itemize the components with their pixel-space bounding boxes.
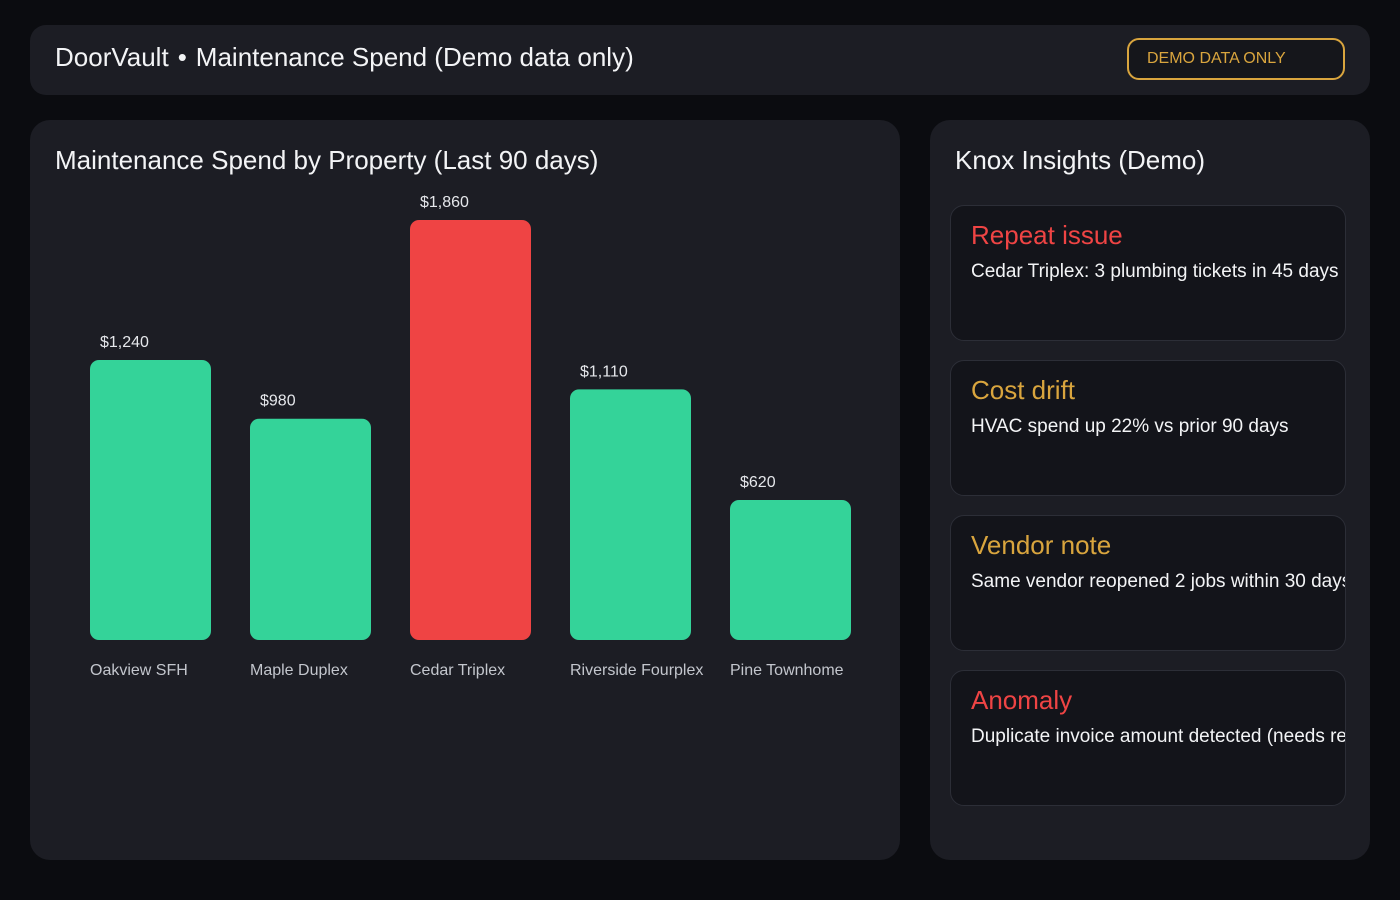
insight-card-repeat-issue[interactable]: Repeat issue Cedar Triplex: 3 plumbing t… — [950, 205, 1346, 341]
title-separator: • — [177, 42, 187, 72]
spend-chart-panel: $1,240 Oakview SFH $980 Maple Duplex $1,860 C… — [30, 120, 900, 860]
insight-card-text: HVAC spend up 22% vs prior 90 days — [971, 416, 1289, 437]
demo-data-badge: DEMO DATA ONLY — [1127, 38, 1345, 80]
bar-category-label: Riverside Fourplex — [570, 662, 703, 679]
bar-value-label: $980 — [260, 393, 296, 410]
bar-category-label: Cedar Triplex — [410, 662, 505, 679]
insight-card-text: Same vendor reopened 2 jobs within 30 da… — [971, 571, 1346, 592]
insight-card-title: Anomaly — [971, 685, 1073, 715]
header-title: DoorVault • Maintenance Spend (Demo data o… — [55, 41, 634, 73]
bar-value-label: $620 — [740, 474, 776, 491]
spend-bar-chart: $1,240 Oakview SFH $980 Maple Duplex $1,860 C… — [90, 194, 851, 679]
bar-value-label: $1,110 — [580, 363, 628, 380]
bar-category-label: Maple Duplex — [250, 662, 348, 679]
insight-card-text: Cedar Triplex: 3 plumbing tickets in 45 … — [971, 261, 1339, 282]
page-title: Maintenance Spend (Demo data only) — [195, 42, 634, 72]
bar-value-label: $1,860 — [420, 194, 469, 211]
insight-card-vendor-note[interactable]: Vendor note Same vendor reopened 2 jobs … — [950, 515, 1346, 651]
insight-card-text: Duplicate invoice amount detected (needs… — [971, 726, 1346, 747]
bar-value-label: $1,240 — [100, 334, 149, 351]
insight-card-title: Cost drift — [971, 375, 1076, 405]
bar-2[interactable] — [410, 220, 531, 640]
bar-1[interactable] — [250, 418, 371, 640]
insights-panel: Knox Insights (Demo) Repeat issue Cedar … — [930, 120, 1370, 860]
bar-4[interactable] — [730, 500, 851, 640]
app-name: DoorVault — [55, 42, 169, 72]
bar-3[interactable] — [570, 389, 691, 640]
bar-0[interactable] — [90, 360, 211, 640]
top-header: DoorVault • Maintenance Spend (Demo data o… — [30, 25, 1370, 95]
insight-card-title: Vendor note — [971, 530, 1112, 560]
bar-category-label: Oakview SFH — [90, 662, 188, 679]
chart-title: Maintenance Spend by Property (Last 90 d… — [55, 145, 599, 175]
insights-title: Knox Insights (Demo) — [955, 145, 1205, 175]
insight-card-title: Repeat issue — [971, 220, 1123, 250]
insight-card-anomaly[interactable]: Anomaly Duplicate invoice amount detecte… — [950, 670, 1346, 806]
insight-card-cost-drift[interactable]: Cost drift HVAC spend up 22% vs prior 90… — [950, 360, 1346, 496]
bar-category-label: Pine Townhome — [730, 662, 844, 679]
